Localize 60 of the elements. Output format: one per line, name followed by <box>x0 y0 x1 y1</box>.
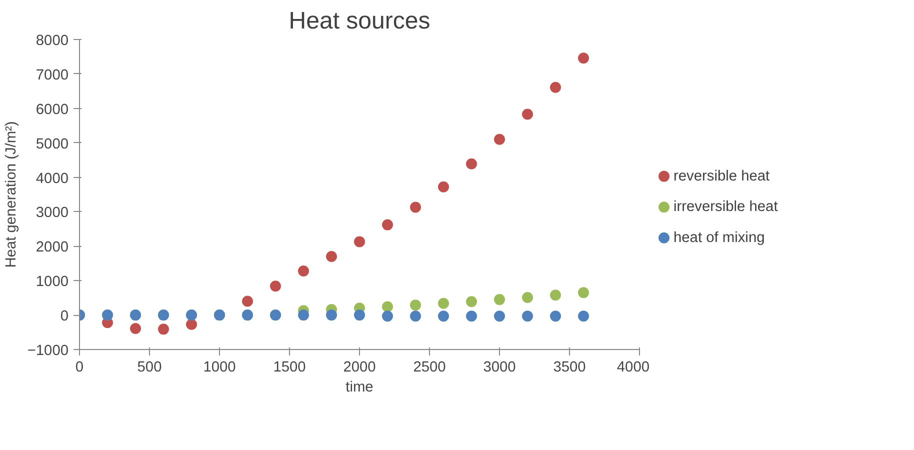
point <box>158 324 169 335</box>
point <box>578 52 589 64</box>
y-tick-label: 0 <box>60 308 69 325</box>
y-tick-label: 5000 <box>36 136 69 152</box>
point <box>438 181 449 192</box>
y-tick-label: −1000 <box>27 343 69 359</box>
point <box>494 134 505 145</box>
point <box>186 318 197 330</box>
point <box>522 108 533 120</box>
y-tick-label: 1000 <box>36 274 69 290</box>
point <box>578 287 589 298</box>
y-tick-label: 6000 <box>36 102 69 118</box>
y-tick-label: 4000 <box>36 170 69 187</box>
point <box>410 310 421 322</box>
point <box>410 300 421 311</box>
point <box>522 292 533 303</box>
x-tick-label: 0 <box>75 360 84 376</box>
point <box>438 298 449 309</box>
x-tick-label: 3000 <box>483 360 516 376</box>
x-tick-label: 1500 <box>273 360 306 376</box>
x-tick-label: 2500 <box>413 360 446 376</box>
point <box>466 296 477 308</box>
point <box>578 310 589 322</box>
point <box>410 202 421 213</box>
y-tick-label: 7000 <box>36 67 69 84</box>
point <box>242 296 253 307</box>
point <box>550 310 561 322</box>
point <box>382 219 393 230</box>
point <box>298 265 309 276</box>
chart-title: Heat sources <box>288 8 430 34</box>
point <box>550 290 561 301</box>
y-tick-label: 3000 <box>36 205 69 222</box>
legend-label: reversible heat <box>674 168 770 184</box>
point <box>270 280 281 292</box>
point <box>298 310 309 321</box>
x-tick-label: 500 <box>137 360 162 376</box>
legend-label: irreversible heat <box>674 199 778 216</box>
x-tick-label: 4000 <box>616 360 650 376</box>
point <box>438 310 449 322</box>
y-tick-label: 8000 <box>36 33 69 49</box>
point <box>326 310 337 321</box>
point <box>354 310 365 321</box>
point <box>326 251 337 262</box>
y-axis-title: Heat generation (J/m²) <box>3 121 20 268</box>
point <box>466 310 477 322</box>
point <box>522 310 533 322</box>
x-tick-label: 2000 <box>343 360 376 376</box>
legend-label: heat of mixing <box>674 230 765 246</box>
point <box>494 294 505 306</box>
point <box>550 82 561 93</box>
y-tick-label: 2000 <box>36 240 69 256</box>
point <box>354 236 365 248</box>
x-tick-label: 3500 <box>553 360 586 376</box>
point <box>382 301 393 312</box>
point <box>466 158 477 170</box>
x-axis-title: time <box>346 380 374 396</box>
point <box>382 310 393 322</box>
x-tick-label: 1000 <box>203 360 236 376</box>
point <box>130 323 141 334</box>
point <box>494 310 505 322</box>
